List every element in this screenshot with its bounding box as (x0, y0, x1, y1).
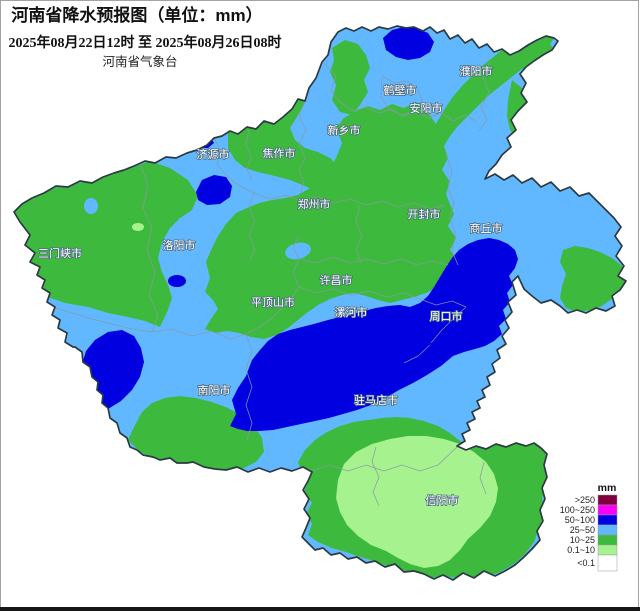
legend: mm >250 100~250 50~100 25~50 10~25 0.1~1… (560, 482, 618, 572)
rain-region-50-100-zhumadian-band (230, 238, 518, 431)
legend-swatch (597, 514, 618, 526)
pocket-25-50-zhengzhou-south (285, 242, 311, 260)
legend-label: >250 (575, 495, 595, 505)
legend-label: 100~250 (560, 505, 595, 515)
legend-label: 50~100 (565, 515, 595, 525)
legend-swatch (597, 504, 618, 516)
map-title: 河南省降水预报图（单位：mm） (11, 5, 262, 25)
city-label-kaifeng: 开封市 (408, 207, 441, 221)
legend-row: <0.1 (577, 554, 618, 572)
city-label-nanyang: 南阳市 (198, 383, 231, 397)
legend-swatch (597, 554, 618, 572)
legend-label: 25~50 (570, 525, 595, 535)
rain-region-10-25-ne-arm (518, 44, 554, 70)
rain-region-10-25-anyang-west (330, 40, 370, 115)
city-label-zhoukou: 周口市 (430, 309, 463, 323)
legend-unit-label: mm (598, 482, 617, 494)
city-boundaries (51, 61, 491, 507)
rain-region-10-25-shangqiu-se (560, 246, 626, 312)
city-label-xinxiang: 新乡市 (328, 123, 361, 137)
agency-name: 河南省气象台 (102, 54, 177, 69)
city-label-pingdingshan: 平顶山市 (251, 295, 295, 309)
rain-region-10-25-jiaozuo (228, 96, 345, 196)
rain-region-10-25-northwest (14, 161, 198, 327)
city-label-sanmenxia: 三门峡市 (38, 246, 82, 260)
rain-region-50-100-luoyang-dot (168, 275, 186, 287)
rain-region-50-100-north-anyang (383, 27, 434, 60)
city-label-jiaozuo: 焦作市 (263, 146, 296, 160)
forecast-period: 2025年08月22日12时 至 2025年08月26日08时 (9, 34, 282, 51)
city-label-zhengzhou: 郑州市 (298, 197, 331, 211)
legend-label: <0.1 (577, 558, 595, 568)
rain-region-10-25-central (205, 34, 554, 339)
legend-swatch (597, 544, 618, 556)
legend-row: 100~250 (560, 504, 618, 516)
city-label-luoyang: 洛阳市 (163, 238, 196, 252)
bottom-frame-line (0, 607, 640, 611)
city-label-luohe: 漯河市 (335, 305, 368, 319)
city-label-anyang: 安阳市 (410, 101, 443, 115)
legend-label: 0.1~10 (567, 545, 595, 555)
legend-row: 0.1~10 (567, 544, 618, 556)
city-label-puyang: 濮阳市 (460, 64, 493, 78)
pocket-25-50-sanmenxia (84, 198, 98, 214)
city-label-shangqiu: 商丘市 (470, 221, 503, 235)
legend-row: 25~50 (570, 524, 618, 536)
pocket-01-10-sanmenxia (132, 223, 144, 231)
rain-region-50-100-luoyang (196, 175, 232, 205)
legend-swatch (597, 524, 618, 536)
header: 河南省降水预报图（单位：mm） 2025年08月22日12时 至 2025年08… (9, 5, 282, 69)
legend-row: 50~100 (565, 514, 618, 526)
rain-region-10-25-nanyang-south (128, 396, 264, 472)
city-label-xinyang: 信阳市 (426, 493, 459, 507)
legend-swatch (597, 494, 618, 506)
rain-region-01-10-xinyang (336, 436, 498, 568)
city-labels: 濮阳市 鹤壁市 安阳市 新乡市 济源市 焦作市 郑州市 开封市 商丘市 三门峡市… (37, 63, 503, 508)
legend-row: 10~25 (570, 534, 618, 546)
city-label-xuchang: 许昌市 (320, 273, 353, 287)
city-label-jiyuan: 济源市 (197, 147, 230, 161)
city-label-zhumadian: 驻马店市 (354, 393, 398, 407)
legend-label: 10~25 (570, 535, 595, 545)
city-label-hebi: 鹤壁市 (384, 83, 417, 97)
legend-swatch (597, 534, 618, 546)
